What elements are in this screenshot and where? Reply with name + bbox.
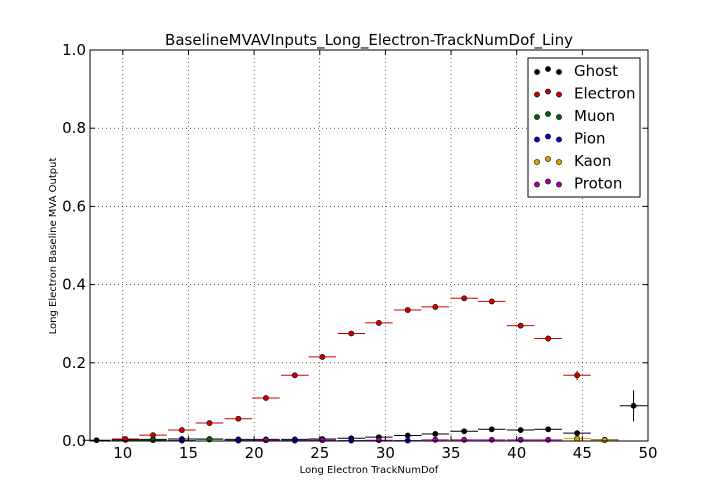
y-tick-label: 0.2 <box>62 354 86 372</box>
legend-label: Kaon <box>574 152 611 170</box>
data-point <box>488 426 495 433</box>
data-layer <box>82 295 648 444</box>
y-tick-label: 0.8 <box>62 119 86 137</box>
data-point <box>545 426 552 433</box>
legend-marker <box>545 111 551 117</box>
y-tick-label: 0.4 <box>62 276 86 294</box>
legend-marker <box>556 181 562 188</box>
legend-marker <box>556 91 562 98</box>
legend-marker <box>556 136 562 143</box>
legend-label: Ghost <box>574 62 618 80</box>
data-point <box>375 437 382 444</box>
legend-item-kaon: Kaon <box>534 152 611 170</box>
data-point <box>517 427 524 433</box>
x-tick-label: 35 <box>442 444 461 462</box>
legend-item-ghost: Ghost <box>534 62 618 80</box>
plot-frame <box>89 49 649 442</box>
legend-label: Pion <box>574 130 606 148</box>
legend-marker <box>545 66 551 72</box>
data-point <box>263 437 269 444</box>
data-point <box>291 372 298 379</box>
data-point <box>517 322 524 329</box>
legend-label: Proton <box>574 175 622 193</box>
x-tick-label: 45 <box>573 444 592 462</box>
data-point <box>432 431 439 437</box>
data-point <box>263 395 269 401</box>
legend-marker <box>534 114 540 120</box>
x-axis-label: Long Electron TrackNumDof <box>300 465 439 476</box>
x-tick-label: 15 <box>179 444 198 462</box>
data-point <box>235 415 242 422</box>
data-point <box>461 436 468 443</box>
data-point <box>93 437 100 444</box>
y-tick-label: 0.6 <box>62 197 86 215</box>
legend-marker <box>556 159 562 165</box>
legend-marker <box>545 133 551 140</box>
x-tick-label: 20 <box>245 444 264 462</box>
data-point <box>404 432 411 439</box>
chart-title: BaselineMVAVInputs_Long_Electron-TrackNu… <box>165 31 573 50</box>
x-tick-label: 10 <box>113 444 132 462</box>
legend: Ghost Electron Muon Pion Kaon Proton <box>527 57 641 198</box>
ticks: 10 15 20 25 30 35 40 45 50 0.0 0.2 0.4 0.6 0.8 1.0 <box>62 41 657 462</box>
legend-marker <box>556 114 562 120</box>
legend-label: Electron <box>574 85 636 103</box>
data-point <box>432 436 439 443</box>
data-point <box>150 437 156 444</box>
legend-marker <box>534 159 540 165</box>
data-point <box>461 295 468 302</box>
legend-marker <box>534 91 540 98</box>
data-point <box>574 372 581 379</box>
x-tick-label: 30 <box>376 444 395 462</box>
x-tick-label: 25 <box>310 444 329 462</box>
series-kaon <box>563 435 619 444</box>
legend-marker <box>545 156 551 162</box>
data-point <box>601 437 608 444</box>
data-point <box>630 402 637 409</box>
data-point <box>319 354 326 360</box>
data-point <box>432 303 439 310</box>
data-point <box>348 330 355 337</box>
series-proton <box>252 436 563 444</box>
y-tick-label: 1.0 <box>62 41 86 59</box>
legend-marker <box>534 69 540 75</box>
legend-item-muon: Muon <box>534 107 615 125</box>
data-point <box>574 430 581 437</box>
legend-item-proton: Proton <box>534 175 622 193</box>
y-tick-label: 0.0 <box>62 432 86 450</box>
data-point <box>488 298 495 305</box>
data-point <box>461 428 468 435</box>
y-axis-label: Long Electron Baseline MVA Output <box>48 158 59 335</box>
legend-item-electron: Electron <box>534 85 636 103</box>
x-tick-label: 40 <box>507 444 526 462</box>
x-tick-label: 50 <box>638 444 657 462</box>
legend-box <box>527 57 641 198</box>
data-point <box>179 427 185 433</box>
data-point <box>545 436 552 443</box>
legend-marker <box>534 136 540 143</box>
data-point <box>150 432 156 439</box>
data-point <box>517 436 524 443</box>
data-point <box>404 307 411 313</box>
legend-marker <box>545 178 551 185</box>
data-point <box>574 435 581 442</box>
data-point <box>206 420 213 426</box>
data-point <box>319 437 326 444</box>
series-electron <box>111 295 591 442</box>
legend-marker <box>556 69 562 75</box>
legend-marker <box>534 181 540 188</box>
legend-marker <box>545 88 551 95</box>
data-point <box>488 436 495 443</box>
data-point <box>375 320 382 326</box>
legend-label: Muon <box>574 107 615 125</box>
data-point <box>545 335 552 342</box>
legend-item-pion: Pion <box>534 130 606 148</box>
